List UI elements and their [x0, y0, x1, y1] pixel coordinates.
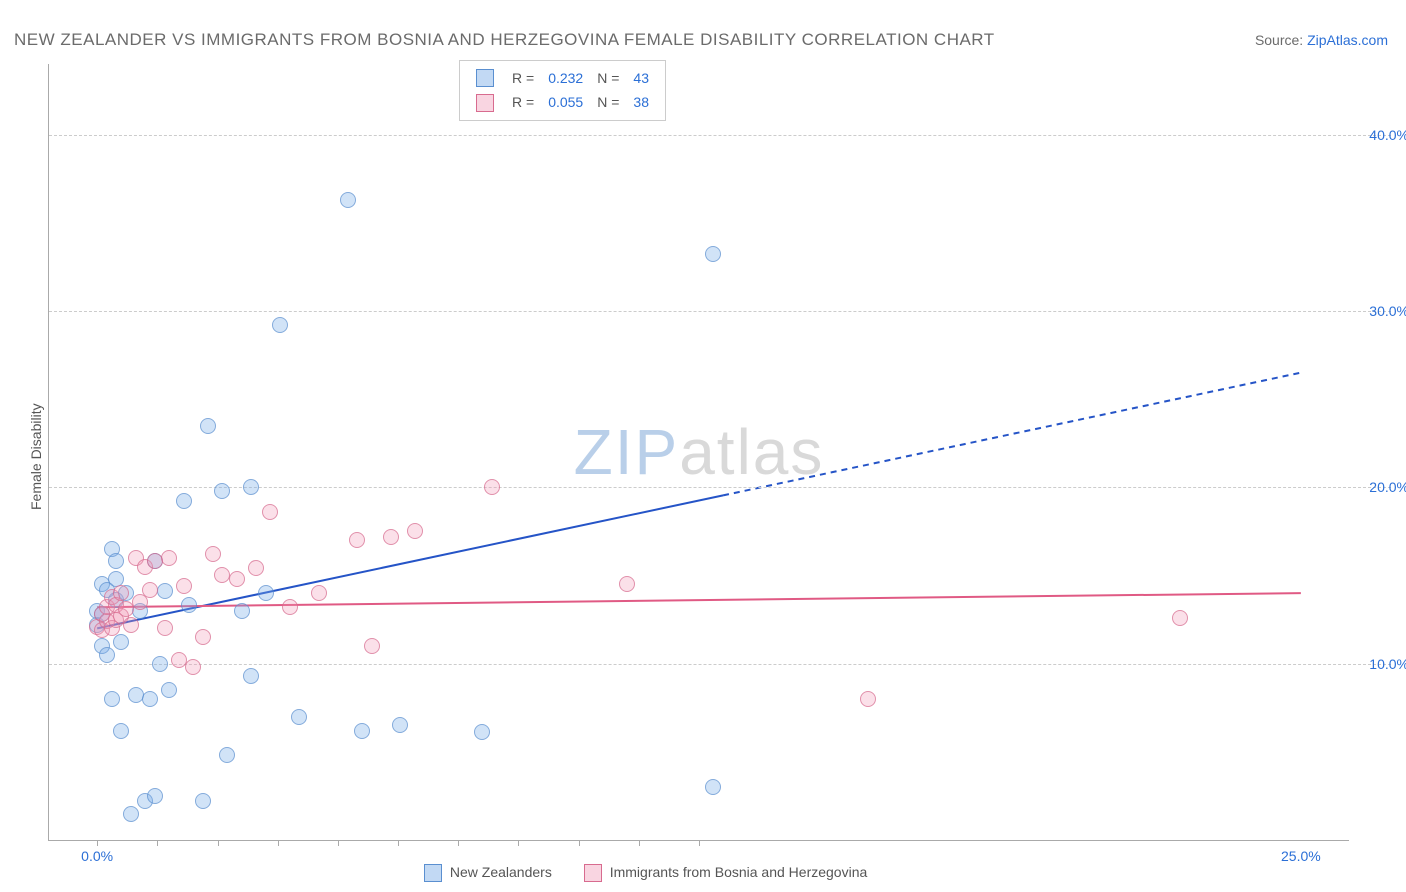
- scatter-point: [474, 724, 490, 740]
- correlation-legend: R =0.232N =43R =0.055N =38: [459, 60, 666, 121]
- scatter-point: [258, 585, 274, 601]
- x-minor-tick: [458, 840, 459, 846]
- bottom-legend: New Zealanders Immigrants from Bosnia an…: [424, 864, 899, 882]
- x-minor-tick: [398, 840, 399, 846]
- scatter-point: [407, 523, 423, 539]
- source-link[interactable]: ZipAtlas.com: [1307, 32, 1388, 48]
- scatter-point: [229, 571, 245, 587]
- scatter-point: [383, 529, 399, 545]
- scatter-point: [108, 553, 124, 569]
- scatter-point: [157, 620, 173, 636]
- x-tick-label: 0.0%: [81, 848, 113, 864]
- scatter-point: [619, 576, 635, 592]
- scatter-point: [161, 550, 177, 566]
- scatter-point: [195, 629, 211, 645]
- scatter-point: [128, 687, 144, 703]
- legend-row: R =0.232N =43: [470, 67, 655, 89]
- grid-line: [49, 664, 1391, 665]
- x-minor-tick: [97, 840, 98, 846]
- x-minor-tick: [278, 840, 279, 846]
- x-minor-tick: [699, 840, 700, 846]
- x-minor-tick: [218, 840, 219, 846]
- scatter-point: [860, 691, 876, 707]
- scatter-point: [205, 546, 221, 562]
- watermark-zip: ZIP: [574, 416, 680, 488]
- grid-line: [49, 311, 1391, 312]
- scatter-point: [272, 317, 288, 333]
- x-minor-tick: [157, 840, 158, 846]
- x-minor-tick: [579, 840, 580, 846]
- scatter-point: [282, 599, 298, 615]
- scatter-point: [311, 585, 327, 601]
- scatter-point: [142, 691, 158, 707]
- watermark-atlas: atlas: [679, 416, 824, 488]
- scatter-point: [484, 479, 500, 495]
- y-tick-label: 20.0%: [1369, 479, 1406, 495]
- legend-item: New Zealanders: [424, 864, 552, 880]
- scatter-point: [104, 691, 120, 707]
- x-minor-tick: [518, 840, 519, 846]
- scatter-point: [181, 597, 197, 613]
- y-tick-label: 30.0%: [1369, 303, 1406, 319]
- chart-title: NEW ZEALANDER VS IMMIGRANTS FROM BOSNIA …: [14, 30, 995, 50]
- legend-row: R =0.055N =38: [470, 91, 655, 113]
- scatter-point: [157, 583, 173, 599]
- scatter-point: [200, 418, 216, 434]
- scatter-point: [705, 779, 721, 795]
- scatter-point: [195, 793, 211, 809]
- legend-item: Immigrants from Bosnia and Herzegovina: [584, 864, 867, 880]
- scatter-point: [364, 638, 380, 654]
- scatter-point: [349, 532, 365, 548]
- scatter-point: [142, 582, 158, 598]
- grid-line: [49, 135, 1391, 136]
- scatter-point: [234, 603, 250, 619]
- scatter-point: [123, 617, 139, 633]
- scatter-point: [248, 560, 264, 576]
- y-tick-label: 10.0%: [1369, 656, 1406, 672]
- y-tick-label: 40.0%: [1369, 127, 1406, 143]
- scatter-point: [152, 656, 168, 672]
- scatter-point: [99, 647, 115, 663]
- scatter-point: [340, 192, 356, 208]
- scatter-point: [705, 246, 721, 262]
- scatter-point: [113, 585, 129, 601]
- y-axis-label: Female Disability: [28, 403, 44, 510]
- scatter-point: [214, 483, 230, 499]
- scatter-point: [219, 747, 235, 763]
- x-minor-tick: [639, 840, 640, 846]
- x-tick-label: 25.0%: [1281, 848, 1321, 864]
- source-attribution: Source: ZipAtlas.com: [1255, 32, 1388, 48]
- chart-plot-area: ZIPatlas R =0.232N =43R =0.055N =38 10.0…: [48, 64, 1349, 841]
- scatter-point: [262, 504, 278, 520]
- source-prefix: Source:: [1255, 32, 1307, 48]
- scatter-point: [161, 682, 177, 698]
- scatter-point: [243, 479, 259, 495]
- scatter-point: [113, 723, 129, 739]
- scatter-point: [176, 493, 192, 509]
- scatter-point: [291, 709, 307, 725]
- scatter-point: [392, 717, 408, 733]
- x-minor-tick: [338, 840, 339, 846]
- scatter-point: [176, 578, 192, 594]
- scatter-point: [354, 723, 370, 739]
- scatter-point: [1172, 610, 1188, 626]
- watermark: ZIPatlas: [574, 415, 825, 489]
- scatter-point: [185, 659, 201, 675]
- scatter-point: [123, 806, 139, 822]
- scatter-point: [243, 668, 259, 684]
- scatter-point: [214, 567, 230, 583]
- trend-lines: [49, 64, 1349, 840]
- scatter-point: [147, 788, 163, 804]
- scatter-point: [113, 634, 129, 650]
